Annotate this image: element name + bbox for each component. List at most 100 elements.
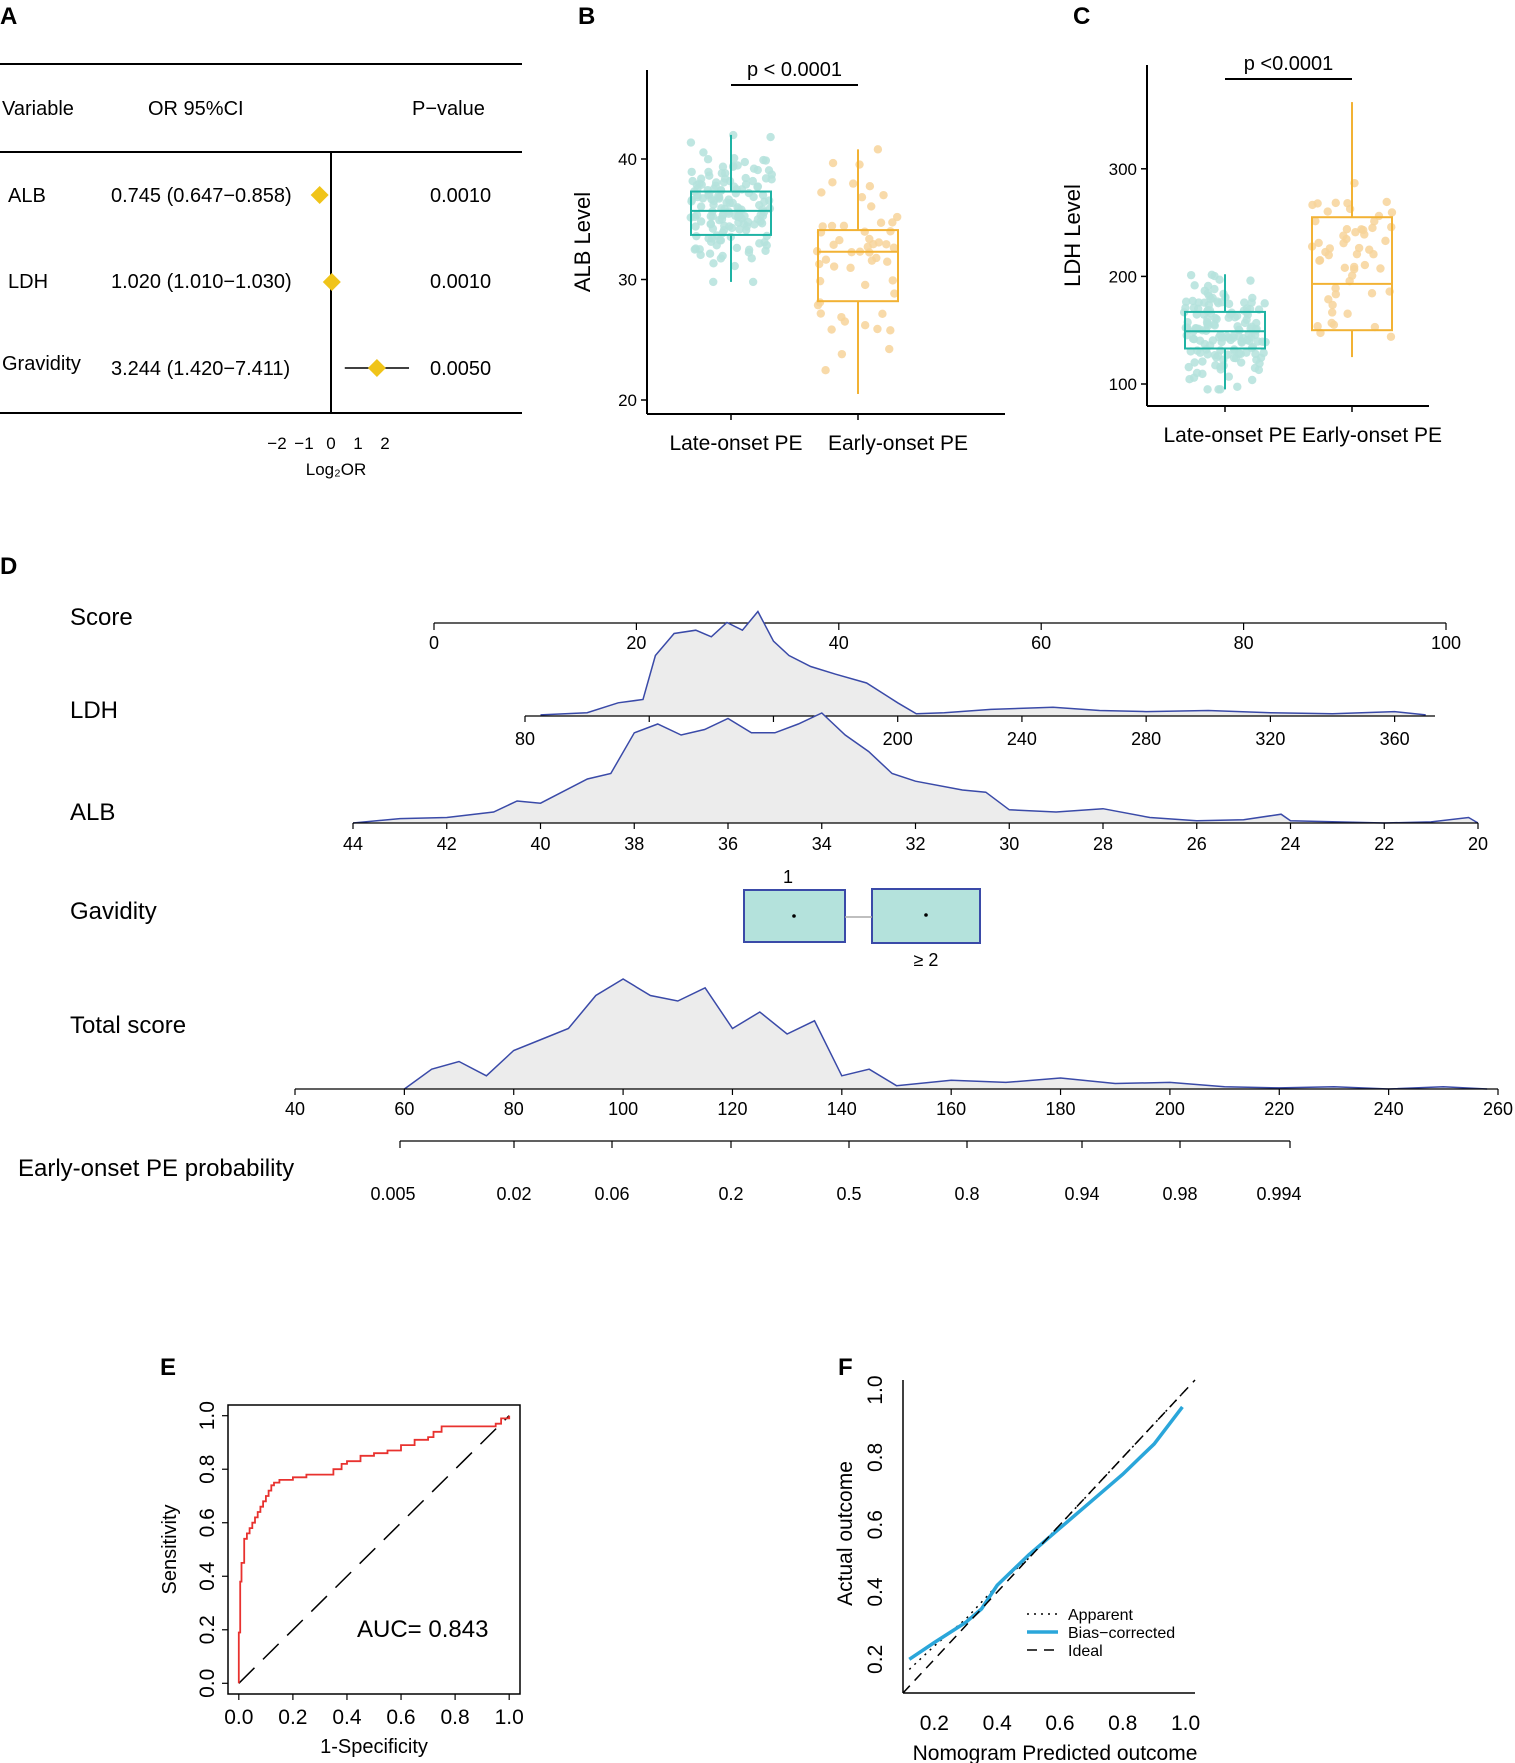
data-point: [696, 202, 706, 211]
panel-e-roc: AUC= 0.843 0.00.0 0.2 0.2 0.4 0.4 0.6 0.6 0.8 0.…: [159, 1401, 524, 1758]
data-point: [1212, 353, 1221, 362]
data-point: [1311, 216, 1320, 226]
data-point: [1229, 331, 1238, 340]
data-point: [1314, 238, 1323, 248]
data-point: [1200, 286, 1209, 295]
data-point: [1260, 299, 1269, 308]
data-point: [1339, 238, 1348, 248]
data-point: [1327, 308, 1337, 317]
data-point: [758, 190, 768, 200]
data-point: [1224, 372, 1234, 381]
data-point: [718, 251, 727, 261]
row-or-gravidity: 3.244 (1.420−7.411): [111, 358, 290, 380]
roc-y-axis-label: Sensitivity: [159, 1504, 181, 1594]
data-point: [1224, 299, 1234, 309]
total-score-tick-label: 140: [827, 1099, 857, 1119]
legend-ideal-label: Ideal: [1068, 1643, 1103, 1660]
total-score-tick-label: 120: [717, 1099, 747, 1119]
nomogram-row-label: Gavidity: [70, 898, 157, 925]
roc-x-tick-label: 0.2: [278, 1706, 307, 1729]
roc-curve: [237, 1415, 511, 1684]
data-point: [1255, 359, 1264, 368]
data-point: [706, 237, 716, 246]
y-axis-label: LDH Level: [1060, 184, 1085, 287]
calib-x-tick-label: 0.2: [920, 1712, 949, 1735]
data-point: [1181, 303, 1190, 313]
data-point: [748, 277, 758, 287]
data-point: [1208, 336, 1218, 345]
data-point: [1233, 382, 1242, 391]
data-point: [855, 160, 864, 169]
data-point: [1234, 325, 1243, 334]
nomogram-row-label: LDH: [70, 697, 118, 724]
data-point: [886, 227, 895, 236]
nomogram-row-label: Score: [70, 604, 133, 631]
data-point: [706, 220, 715, 229]
alb-tick-label: 26: [1187, 834, 1207, 854]
total-score-tick-label: 80: [504, 1099, 524, 1119]
data-point: [733, 161, 742, 170]
alb-tick-label: 40: [530, 834, 550, 854]
data-point: [1232, 311, 1242, 321]
data-point: [837, 349, 847, 359]
calib-series-bias-corrected: [908, 1405, 1184, 1661]
data-point: [1253, 337, 1263, 346]
score-tick-label: 0: [429, 633, 439, 653]
data-point: [1376, 264, 1385, 273]
data-point: [1339, 231, 1348, 240]
data-point: [742, 222, 752, 231]
score-tick-label: 20: [626, 633, 646, 653]
ldh-tick-label: 80: [515, 729, 535, 749]
alb-tick-label: 28: [1093, 834, 1113, 854]
row-p-alb: 0.0010: [430, 185, 491, 207]
data-point: [1247, 332, 1256, 342]
data-point: [873, 145, 883, 154]
total-score-tick-label: 60: [394, 1099, 414, 1119]
data-point: [1216, 385, 1225, 394]
data-point: [886, 326, 895, 335]
data-point: [1325, 244, 1335, 253]
alb-tick-label: 36: [718, 834, 738, 854]
data-point: [1186, 270, 1196, 280]
panel-d-nomogram: Score LDH ALB Gavidity Total score Early-onse…: [18, 604, 1513, 1204]
ldh-tick-label: 320: [1255, 729, 1285, 749]
data-point: [1216, 365, 1225, 374]
total-score-tick-label: 240: [1374, 1099, 1404, 1119]
data-point: [696, 217, 706, 226]
alb-tick-label: 24: [1280, 834, 1300, 854]
y-tick-label: 30: [618, 271, 637, 290]
calib-x-tick-label: 0.4: [983, 1712, 1013, 1735]
probability-tick-label: 0.2: [718, 1184, 743, 1204]
data-point: [1324, 250, 1333, 260]
probability-tick-label: 0.06: [594, 1184, 629, 1204]
total-score-tick-label: 220: [1264, 1099, 1294, 1119]
data-point: [696, 174, 706, 183]
row-p-ldh: 0.0010: [430, 271, 491, 293]
x-tick-label: Late-onset PE: [669, 432, 802, 455]
data-point: [874, 238, 884, 247]
data-point: [1315, 256, 1325, 265]
y-tick-label: 20: [618, 391, 637, 410]
data-point: [1203, 306, 1213, 315]
calib-y-tick-label: 0.2: [864, 1645, 887, 1674]
panel-f-calibration: Apparent Bias−corrected Ideal 0.2 0.2 0.4 0…: [834, 1375, 1200, 1763]
data-point: [1386, 332, 1396, 341]
data-point: [1360, 260, 1370, 270]
data-point: [1240, 318, 1250, 328]
data-point: [709, 277, 718, 287]
total-score-tick-label: 160: [936, 1099, 966, 1119]
data-point: [817, 188, 826, 197]
data-point: [764, 196, 774, 205]
total-score-tick-label: 100: [608, 1099, 638, 1119]
probability-tick-label: 0.98: [1162, 1184, 1197, 1204]
data-point: [727, 223, 737, 233]
calib-y-tick-label: 0.8: [864, 1443, 887, 1472]
data-point: [741, 173, 750, 183]
data-point: [715, 235, 725, 245]
roc-y-tick-label: 0.6: [196, 1508, 219, 1537]
gavidity-dot-2: [924, 913, 928, 917]
data-point: [848, 179, 858, 188]
data-point: [867, 202, 876, 211]
total-score-tick-label: 260: [1483, 1099, 1513, 1119]
data-point: [1347, 271, 1357, 280]
